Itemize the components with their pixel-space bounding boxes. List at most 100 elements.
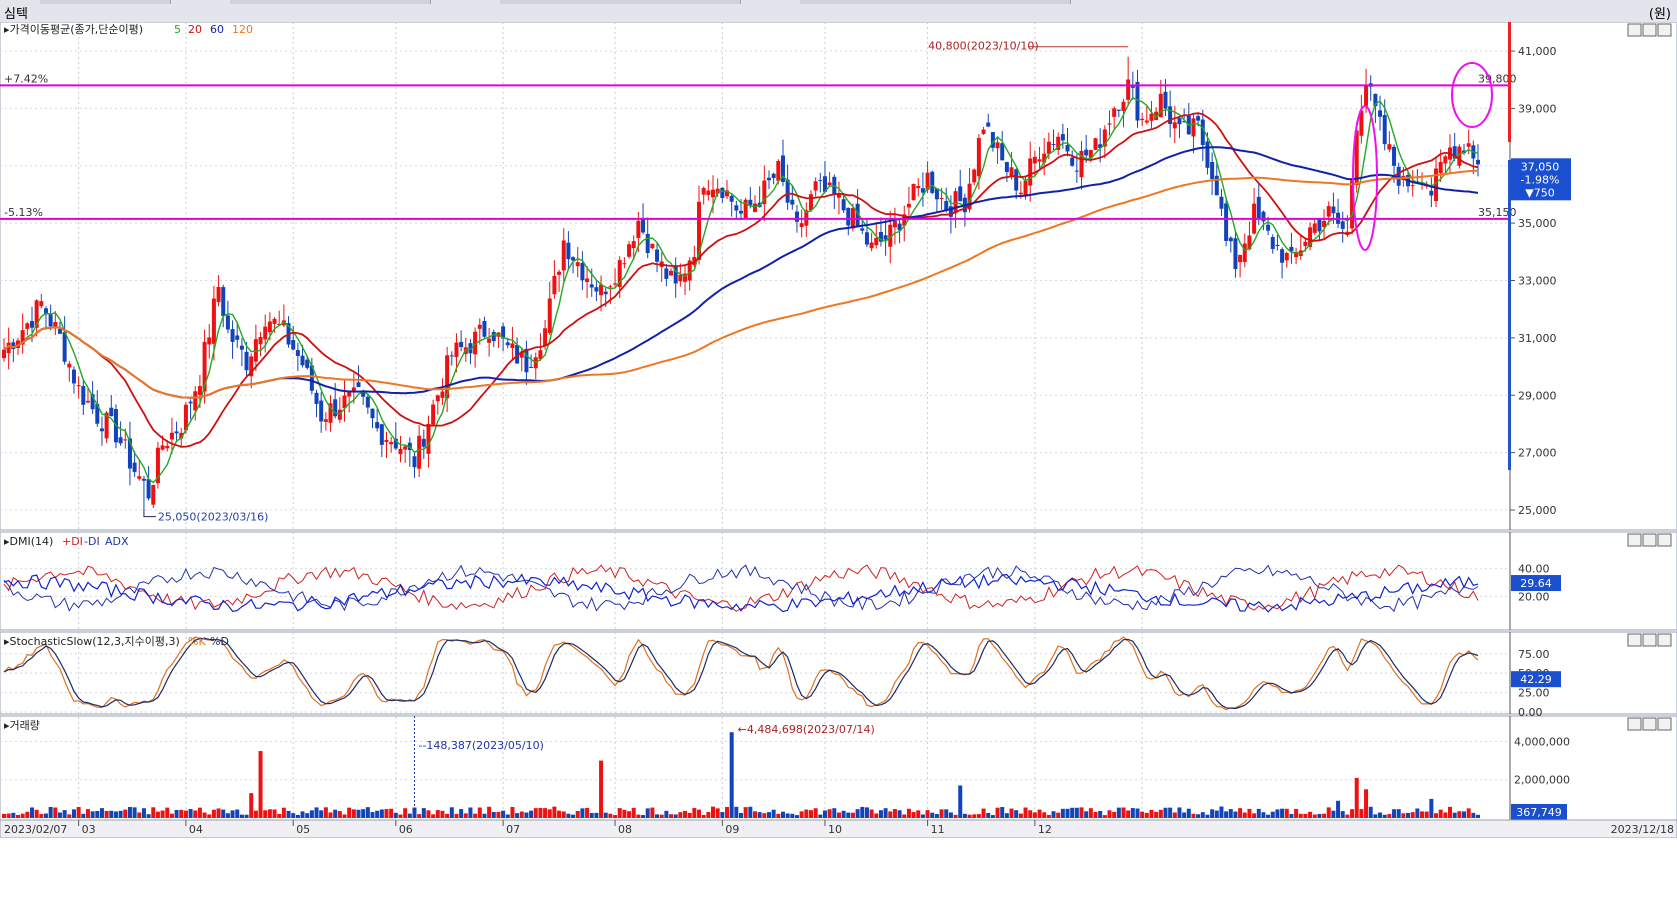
volume-bar <box>463 813 468 818</box>
volume-bar <box>529 810 534 818</box>
panel-close-button[interactable] <box>1657 717 1672 731</box>
volume-bar <box>267 809 272 818</box>
dmi-adx-legend: ADX <box>105 535 129 548</box>
panel-restore-button[interactable] <box>1642 633 1657 647</box>
volume-bar <box>160 810 165 818</box>
candle-body <box>1340 221 1345 229</box>
stock-chart[interactable]: 25,000 27,000 29,000 31,000 33,000 35,000 37,0… <box>0 22 1677 897</box>
volume-bar <box>1289 814 1294 818</box>
candle-body <box>1261 211 1266 222</box>
candle-body <box>771 173 776 178</box>
volume-bar <box>244 814 249 818</box>
candle-body <box>1214 175 1219 196</box>
candle-body <box>1168 106 1173 124</box>
toolbar-tab[interactable] <box>40 0 171 4</box>
candle-body <box>561 240 566 271</box>
volume-bar <box>104 810 109 818</box>
volume-bar <box>841 810 846 818</box>
volume-bar <box>403 808 408 818</box>
volume-bar <box>99 808 104 818</box>
volume-bar <box>202 812 207 818</box>
candle-body <box>183 404 188 431</box>
volume-bar <box>725 806 730 818</box>
volume-bar <box>636 814 641 818</box>
candle-body <box>67 363 72 368</box>
volume-bar <box>962 813 967 818</box>
candle-body <box>370 408 375 419</box>
candle-body <box>878 232 883 242</box>
panel-min-button[interactable] <box>1627 23 1642 37</box>
candle-body <box>631 241 636 248</box>
toolbar-tab[interactable] <box>230 0 431 4</box>
volume-bar <box>631 807 636 818</box>
volume-bar <box>90 811 95 818</box>
candle-body <box>1093 138 1098 150</box>
volume-bar <box>1471 812 1476 818</box>
volume-bar <box>281 807 286 818</box>
volume-bar <box>1387 814 1392 818</box>
candle-body <box>972 169 977 183</box>
volume-bar <box>1303 813 1308 818</box>
volume-bar <box>25 811 30 818</box>
volume-bar <box>832 808 837 818</box>
volume-bar <box>697 809 702 818</box>
candle-body <box>473 331 478 355</box>
volume-bar <box>57 812 62 818</box>
candle-body <box>1284 252 1289 261</box>
panel-min-button[interactable] <box>1627 533 1642 547</box>
candle-body <box>1354 130 1359 186</box>
panel-restore-button[interactable] <box>1642 533 1657 547</box>
panel-restore-button[interactable] <box>1642 23 1657 37</box>
candle-body <box>1182 121 1187 123</box>
candle-body <box>906 203 911 208</box>
volume-bar <box>323 807 328 818</box>
high-annotation: 40,800(2023/10/10) <box>928 40 1038 53</box>
panel-min-button[interactable] <box>1627 633 1642 647</box>
toolbar-tab[interactable] <box>800 0 1071 4</box>
volume-bar <box>1331 810 1336 818</box>
volume-bar <box>673 814 678 818</box>
volume-bar <box>1373 814 1378 818</box>
candle-body <box>701 187 706 195</box>
candle-body <box>1256 196 1261 219</box>
candle-body <box>683 273 688 282</box>
volume-bar <box>1429 798 1434 818</box>
panel-close-button[interactable] <box>1657 633 1672 647</box>
volume-bar <box>76 807 81 818</box>
volume-bar <box>193 810 198 818</box>
volume-bar <box>1242 812 1247 818</box>
volume-bar <box>1410 812 1415 818</box>
candle-body <box>43 308 48 315</box>
toolbar-tab[interactable] <box>500 0 741 4</box>
x-axis-start-label: 2023/02/07 <box>4 823 67 836</box>
candle-body <box>566 242 571 260</box>
panel-close-button[interactable] <box>1657 23 1672 37</box>
volume-bar <box>1312 814 1317 818</box>
candle-body <box>365 396 370 408</box>
volume-bar <box>1270 811 1275 818</box>
candle-body <box>524 348 529 373</box>
volume-bar <box>1401 813 1406 818</box>
candle-body <box>575 262 580 267</box>
panel-close-button[interactable] <box>1657 533 1672 547</box>
volume-bar <box>291 813 296 818</box>
stoch-k-legend: %K <box>188 635 206 648</box>
panel-min-button[interactable] <box>1627 717 1642 731</box>
candle-body <box>529 366 534 368</box>
volume-bar <box>1093 811 1098 818</box>
volume-bar <box>1476 814 1480 818</box>
candle-body <box>62 332 67 362</box>
volume-bar <box>286 810 291 818</box>
volume-bar <box>1420 811 1425 818</box>
volume-bar <box>706 812 711 818</box>
candle-body <box>1000 143 1005 161</box>
last-change-label: -1.98% <box>1521 173 1560 186</box>
candle-body <box>104 412 109 439</box>
volume-bar <box>1406 812 1411 818</box>
minus-di-line <box>3 564 1479 613</box>
volume-bar <box>1322 813 1327 818</box>
volume-bar <box>990 815 995 818</box>
volume-bar <box>603 812 608 818</box>
panel-restore-button[interactable] <box>1642 717 1657 731</box>
volume-bar <box>2 813 6 818</box>
